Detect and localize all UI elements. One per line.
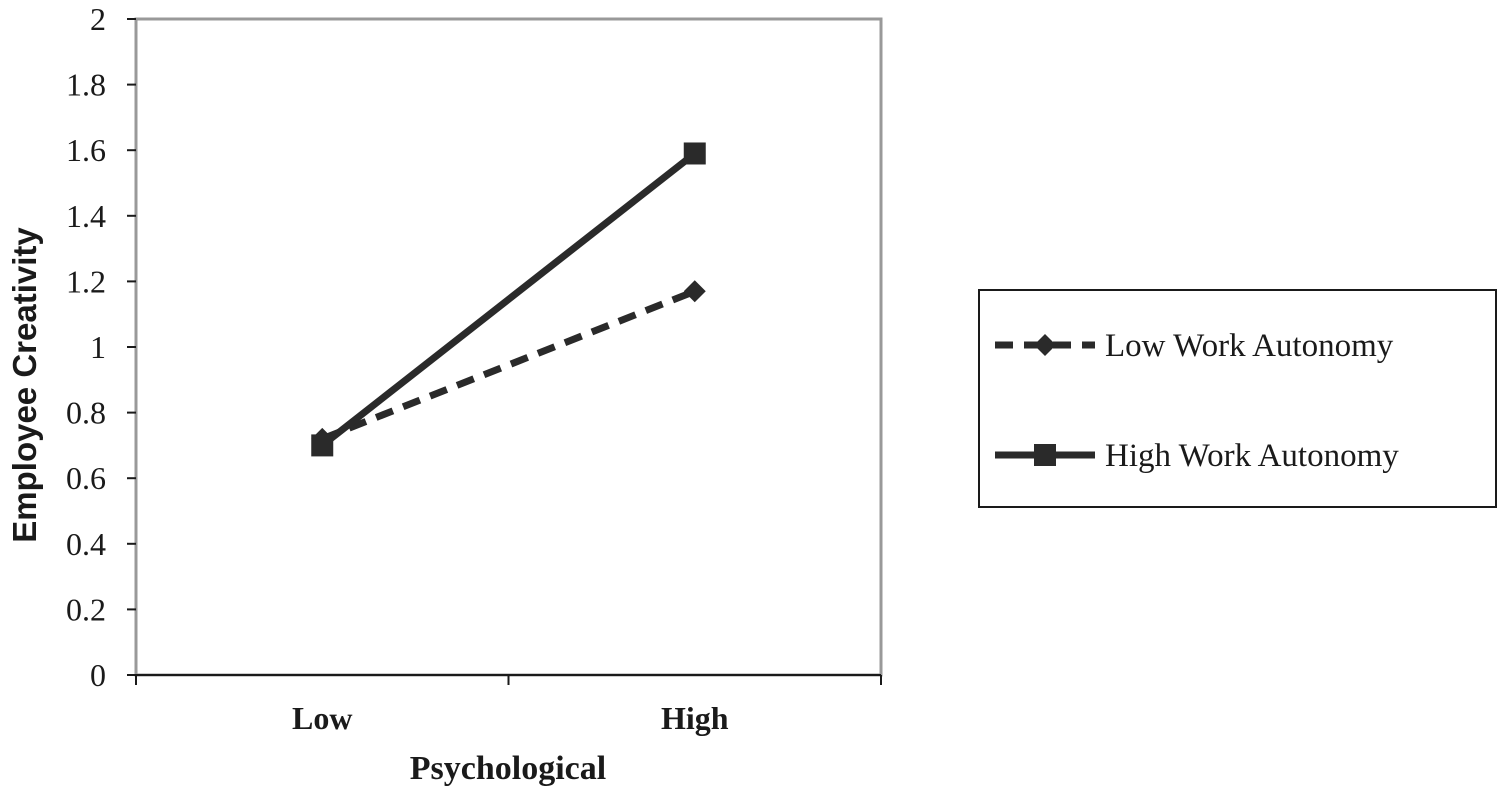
legend-diamond-marker [1034, 334, 1056, 356]
series-high-work-autonomy [311, 142, 706, 457]
legend-box [978, 289, 1497, 508]
y-tick-label: 1.8 [66, 67, 106, 103]
x-axis-title: Psychological [410, 750, 606, 787]
x-tick-label: Low [292, 700, 352, 736]
y-tick-label: 0.4 [66, 526, 106, 562]
legend-label: High Work Autonomy [1105, 438, 1399, 474]
legend: Low Work Autonomy High Work Autonomy [978, 289, 1497, 508]
y-axis: 0 0.2 0.4 0.6 0.8 1 1.2 1.4 1.6 1.8 2 [66, 1, 136, 693]
y-tick-label: 0 [90, 657, 106, 693]
y-axis-title: Employee Creativity [6, 227, 43, 543]
y-tick-label: 1.4 [66, 198, 106, 234]
legend-items: Low Work Autonomy High Work Autonomy [995, 328, 1399, 474]
y-tick-label: 1 [90, 329, 106, 365]
series-layer [311, 142, 706, 457]
legend-label: Low Work Autonomy [1105, 328, 1394, 364]
y-tick-label: 0.8 [66, 395, 106, 431]
x-axis: Low High [135, 674, 882, 736]
y-tick-label: 0.6 [66, 460, 106, 496]
legend-item: High Work Autonomy [995, 438, 1399, 474]
x-tick-label: High [661, 700, 729, 736]
square-marker [311, 434, 334, 457]
legend-item: Low Work Autonomy [995, 328, 1394, 364]
y-tick-label: 1.2 [66, 263, 106, 299]
y-tick-label: 1.6 [66, 132, 106, 168]
y-tick-label: 0.2 [66, 591, 106, 627]
square-marker [683, 142, 706, 165]
y-tick-label: 2 [90, 1, 106, 37]
series-line [320, 150, 697, 449]
series-line [320, 287, 697, 443]
legend-square-marker [1034, 444, 1056, 466]
diamond-marker [683, 280, 706, 303]
plot-area [134, 17, 883, 677]
